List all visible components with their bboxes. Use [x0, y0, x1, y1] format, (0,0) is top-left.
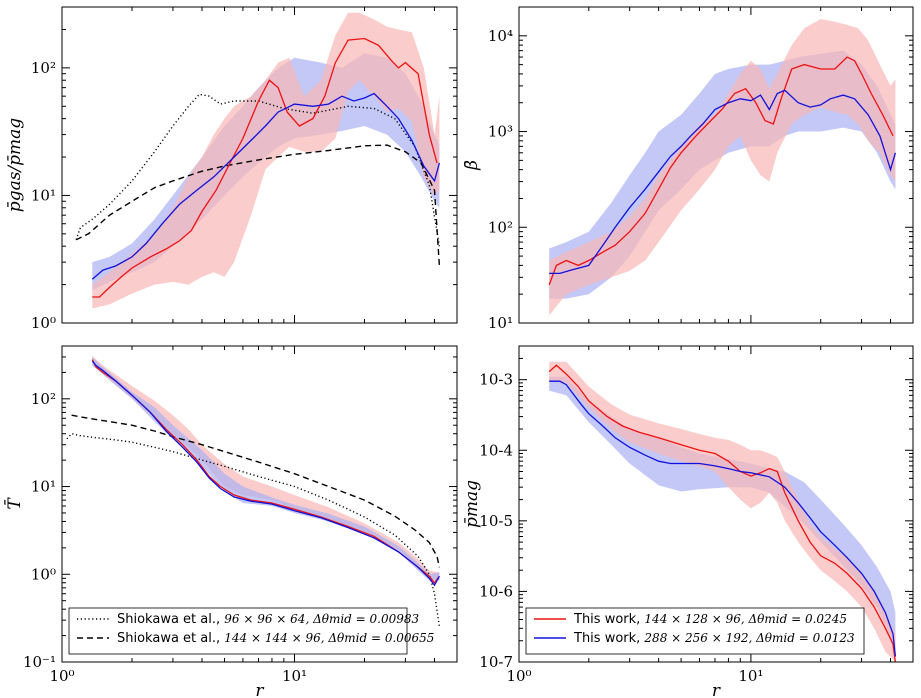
y-tick-label: 10²	[488, 218, 513, 236]
y-tick-label: 10-5	[479, 512, 513, 530]
red-band	[549, 19, 896, 316]
y-tick-label: 10¹	[31, 186, 56, 204]
x-axis-label: r	[712, 681, 721, 698]
y-tick-label: 10⁰	[31, 565, 56, 583]
y-tick-label: 10³	[488, 123, 513, 141]
plot-area	[75, 12, 441, 309]
series-line-dashed-1	[71, 414, 441, 568]
legend-entry-label: Shiokawa et al., 144 × 144 × 96, Δθmid =…	[117, 631, 434, 646]
y-axis-label: p̄gas/p̄mag	[5, 118, 25, 212]
series-line-dashed-1	[75, 144, 441, 267]
y-axis-label: p̄mag	[462, 480, 482, 528]
series-line-red	[92, 37, 438, 298]
axes-frame	[61, 345, 458, 663]
series-line-red	[548, 364, 897, 662]
y-tick-label: 10¹	[31, 478, 56, 496]
y-tick-label: 10-7	[479, 653, 513, 671]
series-line-blue	[91, 92, 441, 280]
y-tick-label: 10⁴	[488, 27, 513, 45]
legend: This work, 144 × 128 × 96, Δθmid = 0.024…	[525, 607, 865, 655]
y-tick-label: 10¹	[488, 314, 513, 332]
series-line-red	[548, 56, 894, 286]
legend: Shiokawa et al., 96 × 96 × 64, Δθmid = 0…	[68, 607, 434, 655]
series-line-blue	[549, 380, 897, 657]
y-axis-label: β̄	[462, 160, 482, 171]
series-line-dotted-0	[66, 432, 441, 628]
x-tick-label: 10⁰	[49, 667, 74, 685]
axes-frame	[61, 6, 458, 324]
series-line-blue	[91, 360, 440, 587]
series-line-dotted-0	[75, 93, 441, 247]
red-band	[92, 12, 440, 309]
blue-band	[92, 357, 440, 581]
x-tick-label: 10¹	[738, 667, 763, 685]
y-tick-label: 10²	[31, 390, 56, 408]
y-tick-label: 10-3	[479, 371, 513, 389]
plot-area	[548, 19, 897, 316]
plot-area	[548, 361, 897, 662]
blue-band	[549, 376, 896, 657]
panel-pressure-ratio: 10⁰ 10¹ 10² p̄gas/p̄mag	[5, 6, 458, 332]
legend-entry-label: This work, 288 × 256 × 192, Δθmid = 0.01…	[573, 631, 855, 646]
y-tick-label: 10-4	[479, 441, 513, 459]
legend-entry-label: Shiokawa et al., 96 × 96 × 64, Δθmid = 0…	[117, 612, 420, 627]
legend-entry-label: This work, 144 × 128 × 96, Δθmid = 0.024…	[573, 612, 847, 627]
red-band	[92, 355, 440, 581]
plot-area	[66, 355, 441, 628]
axes-frame	[518, 6, 914, 324]
x-axis-label: r	[255, 681, 264, 698]
axes-frame	[518, 345, 914, 663]
series-line-blue	[549, 89, 897, 275]
y-tick-label: 10²	[31, 59, 56, 77]
series-line-red	[91, 359, 440, 584]
panel-magnetic-pressure: 10-7 10-6 10-5 10-4 10-3 10⁰ 10¹ p̄mag r This wor…	[462, 345, 914, 698]
y-tick-label: 10⁻¹	[23, 653, 56, 671]
y-tick-label: 10-6	[479, 582, 513, 600]
panel-beta: 10¹ 10² 10³ 10⁴ β̄	[462, 6, 914, 332]
x-tick-label: 10¹	[282, 667, 307, 685]
red-band	[549, 361, 896, 662]
y-tick-label: 10⁰	[31, 314, 56, 332]
y-axis-label: T̄	[3, 497, 25, 510]
x-tick-label: 10⁰	[506, 667, 531, 685]
